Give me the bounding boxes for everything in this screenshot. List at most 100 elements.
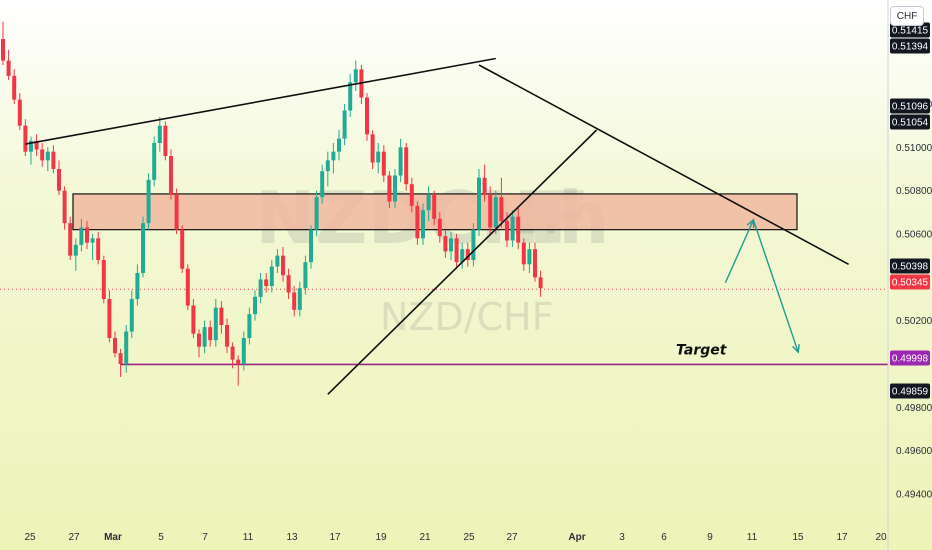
candle-body: [146, 179, 151, 224]
candle: [146, 173, 151, 230]
ascending-trend-line[interactable]: [327, 129, 598, 395]
price-tick-label: 0.51000: [896, 143, 932, 154]
candle-body: [107, 299, 112, 338]
candle: [437, 212, 442, 243]
candle-body: [129, 299, 134, 332]
candle: [269, 260, 274, 293]
candle: [521, 238, 526, 271]
candle: [12, 69, 17, 104]
candle-body: [443, 236, 448, 252]
candle: [533, 242, 537, 282]
candle-body: [29, 140, 33, 152]
price-tick-label: 0.50800: [896, 186, 932, 197]
candle: [477, 169, 481, 237]
candle: [230, 342, 235, 369]
candle-body: [286, 275, 291, 293]
candle-body: [415, 205, 420, 239]
candle: [101, 255, 106, 304]
candle-body: [253, 296, 257, 315]
time-tick-label: 25: [24, 532, 36, 543]
candle-body: [34, 140, 39, 150]
price-tick-label: 0.49600: [896, 446, 932, 457]
time-tick-label: 7: [202, 532, 208, 543]
candle-body: [477, 177, 481, 230]
candle-body: [269, 266, 274, 286]
time-tick-label: 9: [707, 532, 713, 543]
price-tag-bg: [890, 98, 930, 114]
price-tag-label: 0.51096: [892, 102, 929, 113]
candle-body: [225, 325, 229, 347]
price-tick-label: 0.49400: [896, 490, 932, 501]
candle: [527, 242, 532, 273]
candle: [432, 190, 437, 226]
candle-body: [275, 255, 280, 267]
candle: [163, 121, 168, 161]
candle: [365, 93, 369, 141]
candle-body: [353, 69, 358, 83]
candle: [398, 138, 403, 182]
candle-body: [426, 195, 431, 211]
projection-line[interactable]: [724, 217, 799, 353]
candle-body: [409, 184, 414, 206]
time-tick-label: Mar: [104, 532, 122, 543]
candle-body: [297, 288, 302, 310]
candle-body: [213, 307, 218, 341]
candle-body: [404, 147, 409, 185]
candle: [40, 143, 45, 167]
candle: [174, 188, 179, 234]
time-tick-label: 11: [747, 532, 758, 543]
price-tag-label: 0.50398: [892, 262, 929, 273]
candle-body: [460, 249, 465, 263]
time-axis[interactable]: 25 27 Mar 5 7 11 13 17 19 21 25 27 Apr 3 6 9 11 15 17 20: [24, 532, 887, 543]
candle: [393, 169, 397, 208]
candle: [292, 286, 297, 317]
candle: [225, 318, 229, 354]
candle: [241, 331, 246, 371]
time-tick-label: 27: [506, 532, 518, 543]
candle: [191, 299, 196, 338]
time-tick-label: 25: [463, 532, 475, 543]
candle: [314, 190, 319, 237]
candle-body: [85, 227, 89, 243]
candle: [202, 320, 207, 354]
candle-body: [421, 210, 425, 239]
trend-lines-group: [25, 57, 849, 395]
candle: [57, 160, 61, 195]
candle-body: [208, 327, 213, 341]
candle-body: [135, 273, 140, 299]
candle: [353, 60, 358, 91]
candle-body: [381, 151, 386, 176]
candle-body: [90, 238, 95, 243]
candle: [409, 177, 414, 213]
candle: [465, 242, 470, 267]
candle-body: [68, 223, 73, 256]
candle-body: [174, 195, 179, 230]
candle: [180, 225, 185, 273]
descending-trend-line[interactable]: [478, 64, 849, 266]
currency-button[interactable]: CHF: [890, 6, 924, 26]
price-axis[interactable]: 0.512000.510000.508000.506000.502000.498…: [896, 100, 932, 501]
candle-body: [57, 169, 61, 191]
price-tag-label: 0.49998: [892, 354, 929, 365]
candle: [51, 145, 56, 174]
candle-body: [96, 238, 101, 260]
candle: [493, 190, 498, 234]
price-tag-label: 0.51054: [892, 118, 929, 129]
candle-body: [471, 229, 476, 260]
price-tick-label: 0.50200: [896, 316, 932, 327]
candle-body: [79, 227, 84, 245]
candle-body: [40, 149, 45, 161]
time-tick-label: 6: [661, 532, 667, 543]
candle-body: [180, 229, 185, 269]
candle: [118, 348, 123, 377]
candle-body: [454, 238, 459, 263]
candle-body: [449, 238, 453, 252]
candle-body: [342, 110, 347, 139]
time-tick-label: 17: [329, 532, 341, 543]
candle-body: [197, 333, 201, 347]
upper-trend-line[interactable]: [25, 57, 496, 145]
candle-body: [505, 221, 509, 241]
price-tick-label: 0.49800: [896, 403, 932, 414]
candle-body: [292, 292, 297, 310]
